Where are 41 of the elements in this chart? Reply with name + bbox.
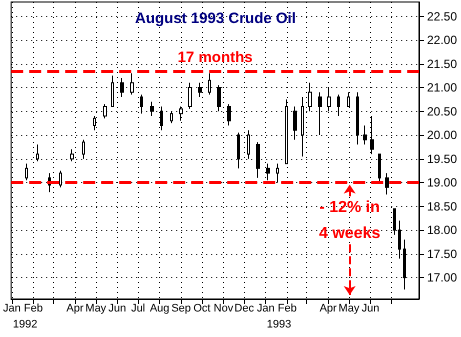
candlestick [385, 172, 389, 195]
x-tick-label: Sep [171, 302, 191, 314]
x-tick-label: Jan [256, 302, 275, 314]
candlestick [59, 170, 62, 188]
text: August 1993 Crude Oil [135, 10, 296, 27]
y-tick-label: 18.50 [427, 199, 458, 214]
y-tick-label: 20.00 [427, 128, 458, 142]
candlestick [130, 72, 134, 96]
x-tick-label: Aug [150, 302, 170, 314]
x-tick-label: Feb [24, 302, 43, 314]
ref-line-label: 17 months [178, 48, 253, 66]
x-tick-label: May [85, 302, 107, 314]
x-tick-label: Feb [278, 302, 297, 314]
y-tick-label: 17.50 [427, 246, 458, 261]
x-tick-label: Oct [193, 302, 210, 314]
candlestick [120, 78, 124, 98]
y-tick-label: 22.00 [427, 33, 458, 48]
x-tick-label: Nov [214, 302, 234, 314]
y-tick-label: 21.50 [427, 56, 458, 71]
x-tick-label: Jun [108, 302, 126, 314]
text: 1992 [12, 318, 38, 330]
x-tick-label: Dec [234, 302, 254, 314]
y-tick-label: 19.00 [427, 176, 458, 190]
candlestick [82, 139, 85, 160]
x-tick-label: Jun [362, 302, 380, 314]
y-tick-label: 21.00 [427, 80, 458, 95]
y-tick-label: 22.50 [427, 9, 458, 24]
x-tick-label: Apr [66, 302, 84, 314]
y-tick-label: 17.00 [427, 270, 458, 285]
candlestick [25, 163, 28, 181]
candlestick [150, 101, 154, 117]
candlestick [111, 75, 114, 108]
y-tick-label: 19.50 [427, 152, 458, 166]
y-tick-label: 20.50 [427, 104, 458, 118]
x-tick-label: Apr [320, 302, 338, 314]
x-tick-label: Jul [131, 302, 146, 314]
x-tick-label: Jan [2, 302, 21, 314]
annotation: - 12% in 4 weeks [318, 198, 380, 242]
y-tick-label: 18.00 [427, 223, 458, 238]
x-tick-label: May [338, 302, 360, 314]
text: 1993 [266, 318, 292, 330]
